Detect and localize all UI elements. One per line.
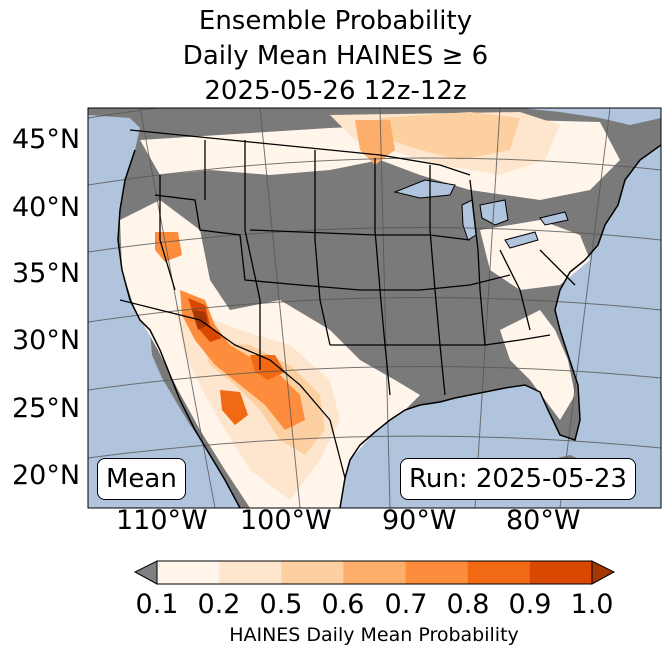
colorbar-cell — [219, 561, 282, 584]
lat-label-25: 25°N — [12, 393, 81, 424]
lat-label-35: 35°N — [12, 258, 81, 289]
lon-label-80: 80°W — [506, 505, 581, 536]
colorbar-tick-1: 0.2 — [197, 589, 241, 620]
title-line-2: Daily Mean HAINES ≥ 6 — [182, 41, 489, 71]
lon-label-100: 100°W — [240, 505, 332, 536]
mean-badge: Mean — [97, 458, 186, 500]
colorbar-cell — [281, 561, 344, 584]
colorbar-tick-4: 0.7 — [384, 589, 428, 620]
colorbar-cell — [157, 561, 220, 584]
lon-label-90: 90°W — [382, 505, 457, 536]
state-boundaries — [119, 129, 576, 479]
colorbar-tick-7: 1.0 — [570, 589, 614, 620]
map-frame — [87, 107, 662, 509]
colorbar-tick-5: 0.8 — [446, 589, 490, 620]
colorbar-frame — [156, 560, 593, 585]
colorbar-tick-0: 0.1 — [135, 589, 179, 620]
lon-label-110: 110°W — [116, 505, 208, 536]
colorbar-cell — [405, 561, 469, 584]
colorbar-under-arrow — [133, 560, 158, 585]
colorbar-tick-3: 0.6 — [321, 589, 365, 620]
great-lakes — [393, 179, 569, 249]
run-date-badge: Run: 2025-05-23 — [400, 458, 636, 500]
lat-label-45: 45°N — [12, 124, 81, 155]
colorbar-tick-2: 0.5 — [259, 589, 303, 620]
colorbar-label: HAINES Daily Mean Probability — [229, 624, 519, 646]
lat-label-30: 30°N — [12, 325, 81, 356]
colorbar-cell — [529, 561, 593, 584]
lat-label-20: 20°N — [12, 460, 81, 491]
lat-label-40: 40°N — [12, 192, 81, 223]
title-line-3: 2025-05-26 12z-12z — [204, 76, 467, 106]
colorbar-over-arrow — [591, 560, 616, 585]
colorbar-cell — [467, 561, 531, 584]
title-line-1: Ensemble Probability — [198, 6, 473, 36]
coastline — [117, 144, 661, 508]
colorbar-cell — [343, 561, 407, 584]
colorbar-tick-6: 0.9 — [508, 589, 552, 620]
